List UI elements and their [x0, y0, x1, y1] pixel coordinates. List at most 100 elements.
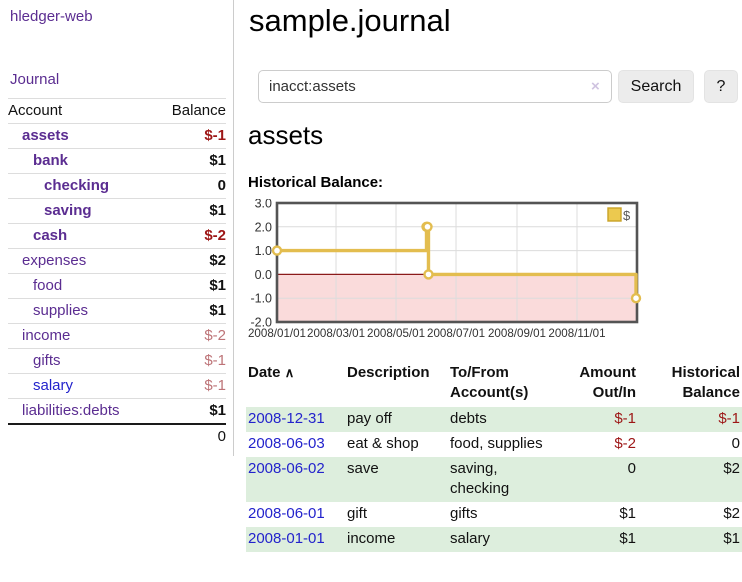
transaction-date-link[interactable]: 2008-06-01: [248, 505, 325, 522]
account-row: expenses $2: [8, 248, 226, 274]
account-link[interactable]: assets: [22, 127, 69, 144]
clear-search-icon[interactable]: ×: [591, 78, 600, 95]
y-axis-tick-label: 1.0: [255, 244, 272, 258]
account-link[interactable]: bank: [33, 152, 69, 169]
register-col-date[interactable]: Date ∧: [248, 364, 295, 381]
accounts-table-header: Account Balance: [8, 98, 226, 124]
x-axis-tick-label: 2008/05/01: [367, 327, 425, 340]
transaction-balance: $2: [723, 505, 740, 522]
sidebar-divider: [233, 0, 234, 456]
accounts-total-row: 0: [8, 423, 226, 449]
x-axis-tick-label: 2008/07/01: [427, 327, 485, 340]
account-link[interactable]: saving: [44, 202, 92, 219]
account-link[interactable]: checking: [44, 177, 110, 194]
chart-data-point[interactable]: [271, 245, 283, 256]
account-row: income $-2: [8, 323, 226, 349]
accounts-total-value: 0: [148, 423, 226, 449]
transaction-accounts: food, supplies: [450, 435, 543, 452]
search-button[interactable]: Search: [618, 70, 694, 103]
brand-link[interactable]: hledger-web: [10, 8, 93, 25]
legend-swatch-icon: [607, 207, 622, 222]
account-link[interactable]: food: [33, 277, 63, 294]
y-axis-tick-label: 3.0: [255, 199, 272, 211]
chart-label: Historical Balance:: [248, 174, 384, 191]
transaction-date-link[interactable]: 2008-06-03: [248, 435, 325, 452]
help-button[interactable]: ?: [704, 70, 738, 103]
transaction-date-link[interactable]: 2008-12-31: [248, 410, 325, 427]
chart-border: [275, 201, 639, 324]
account-balance: $1: [148, 148, 226, 174]
search-form: × Search ?: [233, 70, 742, 103]
register-row: 2008-12-31 pay off debts $-1 $-1: [246, 407, 742, 432]
account-link[interactable]: gifts: [33, 352, 61, 369]
transaction-amount: $-2: [614, 435, 636, 452]
chart-data-point[interactable]: [423, 269, 434, 280]
transaction-description: save: [345, 457, 448, 502]
account-column-header: Account: [8, 98, 148, 124]
register-row: 2008-06-03 eat & shop food, supplies $-2 0: [246, 432, 742, 457]
account-link[interactable]: income: [22, 327, 71, 344]
transaction-description: eat & shop: [347, 435, 419, 452]
account-balance: $1: [148, 298, 226, 324]
account-row: gifts $-1: [8, 348, 226, 374]
account-row: bank $1: [8, 148, 226, 174]
transaction-description: income: [345, 527, 448, 552]
account-balance: $-2: [148, 323, 226, 349]
register-col-balance: Historical Balance: [671, 364, 740, 401]
main-content: sample.journal × Search ? assets Histori…: [233, 0, 742, 582]
transaction-amount: $-1: [561, 407, 638, 432]
register-header-row: Date ∧ Description To/From Account(s) Am…: [246, 361, 742, 407]
chart-data-point[interactable]: [630, 292, 642, 304]
transaction-balance: 0: [731, 435, 740, 452]
y-axis-tick-label: -2.0: [250, 316, 272, 330]
y-axis-tick-label: 0.0: [255, 268, 272, 282]
account-balance: $1: [148, 273, 226, 299]
account-balance: $1: [148, 398, 226, 424]
register-col-description: Description: [347, 364, 430, 381]
legend-label: $: [623, 208, 631, 223]
transaction-accounts: saving, checking: [448, 457, 561, 502]
balance-column-header: Balance: [148, 98, 226, 124]
account-row: food $1: [8, 273, 226, 299]
transaction-date-link[interactable]: 2008-01-01: [248, 530, 325, 547]
account-link[interactable]: expenses: [22, 252, 87, 269]
sidebar: hledger-web Journal Account Balance asse…: [0, 0, 233, 582]
account-row: salary $-1: [8, 373, 226, 399]
account-row: cash $-2: [8, 223, 226, 249]
transaction-accounts: salary: [448, 527, 561, 552]
transaction-balance: $-1: [638, 407, 742, 432]
transaction-balance: $1: [638, 527, 742, 552]
accounts-total-spacer: [8, 423, 148, 449]
account-link[interactable]: salary: [33, 377, 74, 394]
account-row: assets $-1: [8, 123, 226, 149]
transaction-date-link[interactable]: 2008-06-02: [248, 460, 325, 477]
transaction-amount: $1: [619, 505, 636, 522]
register-col-amount: Amount Out/In: [579, 364, 636, 401]
account-row: checking 0: [8, 173, 226, 199]
account-balance: $-1: [148, 123, 226, 149]
x-axis-tick-label: 2008/03/01: [307, 327, 365, 340]
chart-data-point[interactable]: [422, 221, 433, 232]
account-link[interactable]: liabilities:debts: [22, 402, 120, 419]
account-link[interactable]: supplies: [33, 302, 89, 319]
search-input[interactable]: [258, 70, 612, 103]
transaction-accounts: gifts: [450, 505, 478, 522]
transaction-description: gift: [347, 505, 368, 522]
account-balance: $1: [148, 198, 226, 224]
account-row: liabilities:debts $1: [8, 398, 226, 424]
page-title: sample.journal: [249, 3, 451, 38]
transaction-accounts: debts: [448, 407, 561, 432]
account-balance: $2: [148, 248, 226, 274]
y-axis-tick-label: 2.0: [255, 220, 272, 234]
accounts-balance-table: Account Balance assets $-1 bank $1 checking 0…: [8, 98, 226, 449]
y-axis-tick-label: -1.0: [250, 292, 272, 306]
x-axis-tick-label: 2008/09/01: [488, 327, 546, 340]
sidebar-item-journal[interactable]: Journal: [10, 71, 60, 88]
account-link[interactable]: cash: [33, 227, 68, 244]
account-row: saving $1: [8, 198, 226, 224]
account-balance: $-1: [148, 373, 226, 399]
account-balance: 0: [148, 173, 226, 199]
register-row: 2008-06-02 save saving, checking 0 $2: [246, 457, 742, 502]
